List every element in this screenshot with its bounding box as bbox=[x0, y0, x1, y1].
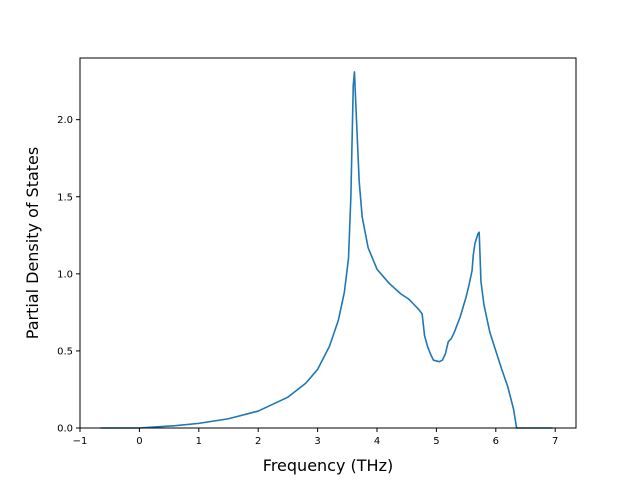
y-tick-label: 0.5 bbox=[57, 346, 73, 357]
x-axis-title: Frequency (THz) bbox=[263, 456, 393, 475]
y-axis-title: Partial Density of States bbox=[23, 147, 42, 339]
x-tick-label: 4 bbox=[374, 436, 380, 447]
x-tick-label: 7 bbox=[552, 436, 558, 447]
x-axis-ticks: −1 0 1 2 3 4 5 6 7 bbox=[73, 428, 558, 447]
axes-frame bbox=[79, 57, 577, 429]
x-tick-label: 5 bbox=[433, 436, 439, 447]
x-tick-label: 0 bbox=[136, 436, 142, 447]
plot-area bbox=[99, 71, 554, 429]
x-tick-label: 3 bbox=[314, 436, 320, 447]
x-tick-label: 2 bbox=[255, 436, 261, 447]
y-tick-label: 1.5 bbox=[57, 192, 73, 203]
x-tick-label: −1 bbox=[73, 436, 88, 447]
y-axis-ticks: 0.0 0.5 1.0 1.5 2.0 bbox=[57, 115, 80, 435]
y-tick-label: 2.0 bbox=[57, 115, 73, 126]
y-tick-label: 1.0 bbox=[57, 269, 73, 280]
x-tick-label: 1 bbox=[196, 436, 202, 447]
x-tick-label: 6 bbox=[493, 436, 499, 447]
y-tick-label: 0.0 bbox=[57, 424, 73, 435]
pdos-series-line bbox=[99, 71, 554, 429]
